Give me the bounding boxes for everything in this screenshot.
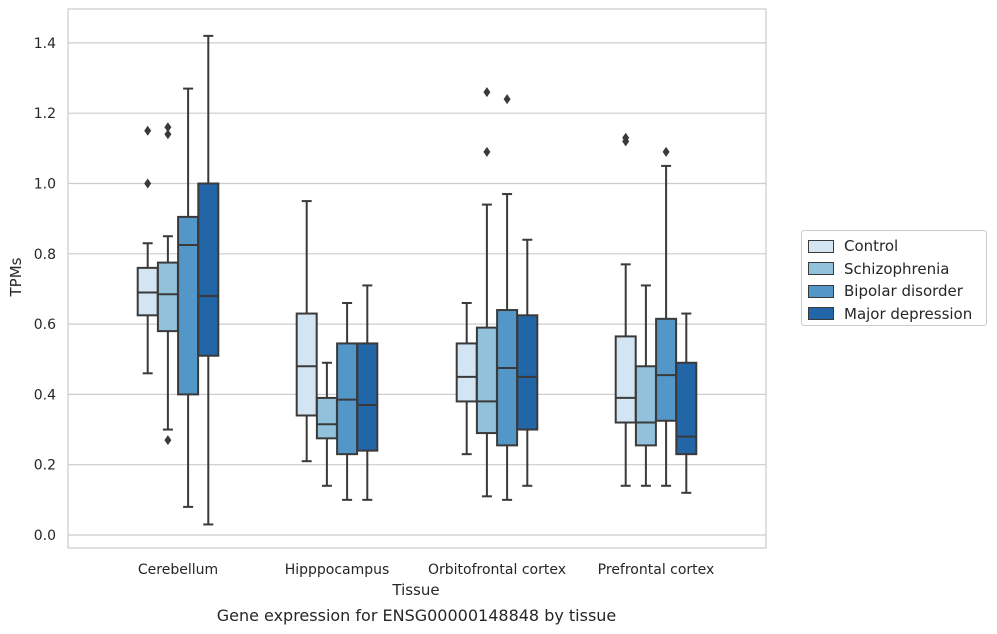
- legend-item-schizophrenia: Schizophrenia: [808, 258, 986, 281]
- box-1-0: [295, 200, 318, 463]
- y-tick-label: 0.0: [34, 528, 56, 544]
- y-tick-label: 1.2: [34, 106, 56, 122]
- legend-label-schizophrenia: Schizophrenia: [844, 259, 950, 278]
- box-body: [315, 396, 338, 440]
- x-axis-label: Tissue: [391, 581, 439, 599]
- outlier-point: [144, 125, 152, 136]
- outlier-point: [164, 129, 172, 140]
- box-body: [496, 309, 519, 447]
- box-body: [455, 342, 478, 403]
- box-3-1: [634, 284, 657, 487]
- box-0-3: [197, 34, 220, 526]
- box-body: [475, 326, 498, 435]
- box-body: [177, 215, 200, 396]
- legend-item-control: Control: [808, 235, 986, 258]
- outlier-point: [622, 132, 630, 143]
- box-0-1: [156, 122, 179, 446]
- box-body: [356, 342, 379, 452]
- boxes: [136, 34, 698, 526]
- x-tick-label: Orbitofrontal cortex: [428, 562, 566, 578]
- box-2-2: [496, 94, 519, 501]
- legend-label-bipolar-disorder: Bipolar disorder: [844, 282, 963, 301]
- y-tick-label: 0.4: [34, 387, 56, 403]
- box-2-0: [455, 302, 478, 456]
- box-2-1: [475, 87, 498, 498]
- legend: Control Schizophrenia Bipolar disorder M…: [801, 230, 987, 326]
- box-body: [197, 182, 220, 357]
- box-3-3: [675, 312, 698, 494]
- y-tick-labels: 0.0 0.2 0.4 0.6 0.8 1.0 1.2 1.4: [34, 36, 56, 544]
- legend-swatch-bipolar-disorder: [808, 284, 834, 298]
- box-body: [655, 317, 678, 422]
- x-tick-label: Cerebellum: [138, 562, 218, 578]
- y-tick-label: 1.0: [34, 177, 56, 193]
- box-1-2: [336, 302, 359, 501]
- x-tick-labels: Cerebellum Hipppocampus Orbitofrontal cort…: [138, 562, 714, 578]
- box-0-0: [136, 125, 159, 375]
- box-body: [675, 361, 698, 456]
- legend-item-major-depression: Major depression: [808, 303, 986, 326]
- box-1-3: [356, 284, 379, 501]
- box-0-2: [177, 87, 200, 508]
- x-tick-label: Prefrontal cortex: [598, 562, 715, 578]
- box-body: [295, 312, 318, 417]
- y-tick-label: 1.4: [34, 36, 56, 52]
- plot-frame: [67, 8, 767, 549]
- box-body: [516, 314, 539, 431]
- outlier-point: [483, 87, 491, 98]
- box-3-2: [655, 146, 678, 487]
- y-axis-label: TPMs: [7, 257, 25, 297]
- legend-item-bipolar-disorder: Bipolar disorder: [808, 280, 986, 303]
- legend-swatch-control: [808, 239, 834, 253]
- y-tick-label: 0.2: [34, 458, 56, 474]
- legend-swatch-major-depression: [808, 307, 834, 321]
- box-2-3: [516, 238, 539, 487]
- outlier-point: [503, 94, 511, 105]
- outlier-point: [164, 435, 172, 446]
- box-body: [634, 365, 657, 447]
- legend-label-major-depression: Major depression: [844, 304, 973, 323]
- outlier-point: [144, 178, 152, 189]
- box-1-1: [315, 361, 338, 487]
- figure-caption: Gene expression for ENSG00000148848 by t…: [216, 606, 617, 625]
- y-tick-label: 0.6: [34, 317, 56, 333]
- y-tick-label: 0.8: [34, 247, 56, 263]
- x-tick-label: Hipppocampus: [285, 562, 390, 578]
- box-3-0: [614, 132, 637, 487]
- legend-swatch-schizophrenia: [808, 262, 834, 276]
- box-body: [156, 261, 179, 333]
- legend-label-control: Control: [844, 237, 899, 256]
- outlier-point: [483, 146, 491, 157]
- outlier-point: [662, 146, 670, 157]
- box-body: [614, 335, 637, 424]
- outlier-point: [164, 122, 172, 133]
